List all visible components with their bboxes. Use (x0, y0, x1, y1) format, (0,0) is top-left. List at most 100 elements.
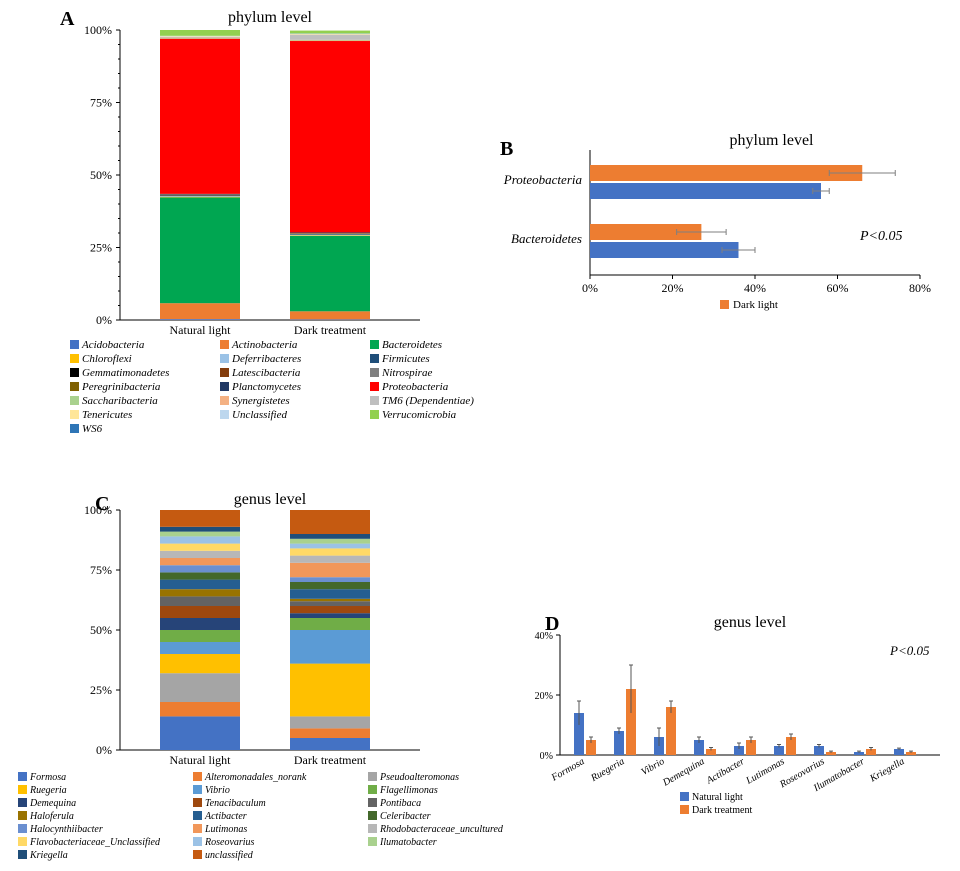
svg-text:P<0.05: P<0.05 (859, 229, 903, 244)
svg-text:Natural light: Natural light (170, 753, 232, 767)
svg-text:Nitrospirae: Nitrospirae (381, 367, 432, 379)
stack-seg (290, 31, 370, 34)
stack-seg (160, 36, 240, 37)
stack-seg (160, 30, 240, 36)
svg-text:0%: 0% (540, 751, 553, 762)
svg-text:Tenacibaculum: Tenacibaculum (205, 798, 266, 809)
svg-text:Planctomycetes: Planctomycetes (231, 381, 301, 393)
svg-text:Dark light: Dark light (733, 299, 778, 311)
svg-text:40%: 40% (744, 281, 766, 295)
svg-text:Gemmatimonadetes: Gemmatimonadetes (82, 367, 169, 379)
svg-text:0%: 0% (96, 313, 112, 327)
svg-text:Proteobacteria: Proteobacteria (503, 172, 583, 187)
stack-seg (160, 197, 240, 303)
stack-seg (290, 236, 370, 311)
svg-text:Synergistetes: Synergistetes (232, 395, 290, 407)
svg-text:Haloferula: Haloferula (29, 811, 74, 822)
svg-text:Latescibacteria: Latescibacteria (231, 367, 301, 379)
stack-seg (290, 235, 370, 236)
svg-text:Demequina: Demequina (29, 798, 76, 809)
svg-text:40%: 40% (535, 631, 553, 642)
svg-text:80%: 80% (909, 281, 931, 295)
stack-seg (160, 38, 240, 39)
svg-text:Proteobacteria: Proteobacteria (381, 381, 449, 393)
svg-text:Roseovarius: Roseovarius (204, 837, 255, 848)
stack-seg (290, 235, 370, 236)
svg-text:0%: 0% (582, 281, 598, 295)
stack-seg (160, 39, 240, 194)
svg-text:Pseudoalteromonas: Pseudoalteromonas (379, 772, 459, 783)
svg-text:Pontibaca: Pontibaca (379, 798, 421, 809)
svg-text:Demequina: Demequina (660, 756, 706, 789)
svg-text:genus level: genus level (714, 614, 787, 631)
svg-text:75%: 75% (90, 563, 112, 577)
svg-text:Deferribacteres: Deferribacteres (231, 353, 301, 365)
svg-text:TM6 (Dependentiae): TM6 (Dependentiae) (382, 395, 474, 407)
svg-text:Natural light: Natural light (170, 323, 232, 337)
stack-seg (290, 35, 370, 40)
stack-seg (160, 194, 240, 195)
stack-seg (290, 34, 370, 35)
svg-text:WS6: WS6 (82, 423, 103, 435)
svg-text:Ruegeria: Ruegeria (29, 785, 67, 796)
stack-seg (290, 319, 370, 320)
stack-seg (160, 36, 240, 37)
svg-text:Flavobacteriaceae_Unclassified: Flavobacteriaceae_Unclassified (29, 837, 161, 848)
svg-text:20%: 20% (662, 281, 684, 295)
svg-text:Lutimonas: Lutimonas (204, 824, 247, 835)
stack-seg (160, 196, 240, 197)
svg-text:Rhodobacteraceae_uncultured: Rhodobacteraceae_uncultured (379, 824, 504, 835)
svg-text:Verrucomicrobia: Verrucomicrobia (382, 409, 457, 421)
svg-text:Dark treatment: Dark treatment (692, 805, 752, 816)
svg-text:genus level: genus level (234, 491, 307, 508)
svg-text:Natural light: Natural light (692, 792, 743, 803)
svg-text:Halocynthiibacter: Halocynthiibacter (29, 824, 103, 835)
svg-text:Vibrio: Vibrio (205, 785, 230, 796)
svg-text:Saccharibacteria: Saccharibacteria (82, 395, 158, 407)
svg-text:Flagellimonas: Flagellimonas (379, 785, 438, 796)
stack-seg (160, 197, 240, 198)
svg-text:Celeribacter: Celeribacter (380, 811, 431, 822)
svg-text:75%: 75% (90, 96, 112, 110)
svg-text:B: B (500, 138, 513, 160)
svg-text:Dark treatment: Dark treatment (294, 753, 367, 767)
svg-text:50%: 50% (90, 623, 112, 637)
stack-seg (290, 41, 370, 232)
svg-text:25%: 25% (90, 683, 112, 697)
svg-text:Kriegella: Kriegella (867, 756, 906, 785)
svg-text:Dark treatment: Dark treatment (294, 323, 367, 337)
svg-text:Formosa: Formosa (29, 772, 66, 783)
stack-seg (290, 40, 370, 41)
svg-text:60%: 60% (827, 281, 849, 295)
svg-text:Peregrinibacteria: Peregrinibacteria (81, 381, 161, 393)
svg-text:unclassified: unclassified (205, 850, 254, 861)
stack-seg (290, 40, 370, 41)
svg-text:A: A (60, 8, 75, 30)
svg-text:Bacteroidetes: Bacteroidetes (382, 339, 442, 351)
stack-seg (160, 38, 240, 39)
svg-text:Bacteroidetes: Bacteroidetes (511, 231, 582, 246)
stack-seg (290, 232, 370, 233)
stack-seg (290, 33, 370, 34)
svg-text:phylum level: phylum level (730, 132, 815, 149)
svg-text:P<0.05: P<0.05 (889, 643, 930, 658)
stack-seg (290, 234, 370, 235)
stack-seg (160, 37, 240, 38)
svg-text:Vibrio: Vibrio (639, 756, 666, 778)
stack-seg (160, 303, 240, 319)
stack-seg (290, 311, 370, 319)
svg-text:Actibacter: Actibacter (204, 811, 247, 822)
svg-text:20%: 20% (535, 691, 553, 702)
svg-text:Actibacter: Actibacter (704, 756, 747, 787)
svg-text:25%: 25% (90, 241, 112, 255)
svg-text:Alteromonadales_norank: Alteromonadales_norank (204, 772, 307, 783)
svg-text:Unclassified: Unclassified (232, 409, 287, 421)
svg-text:100%: 100% (84, 23, 112, 37)
svg-text:Ilumatobacter: Ilumatobacter (379, 837, 437, 848)
svg-text:Tenericutes: Tenericutes (82, 409, 132, 421)
svg-text:Actinobacteria: Actinobacteria (231, 339, 298, 351)
svg-text:Acidobacteria: Acidobacteria (81, 339, 145, 351)
stack-seg (160, 196, 240, 197)
svg-text:Kriegella: Kriegella (29, 850, 68, 861)
panelA-legend: Acidobacteria Actinobacteria Bacteroidetes… (70, 339, 474, 435)
